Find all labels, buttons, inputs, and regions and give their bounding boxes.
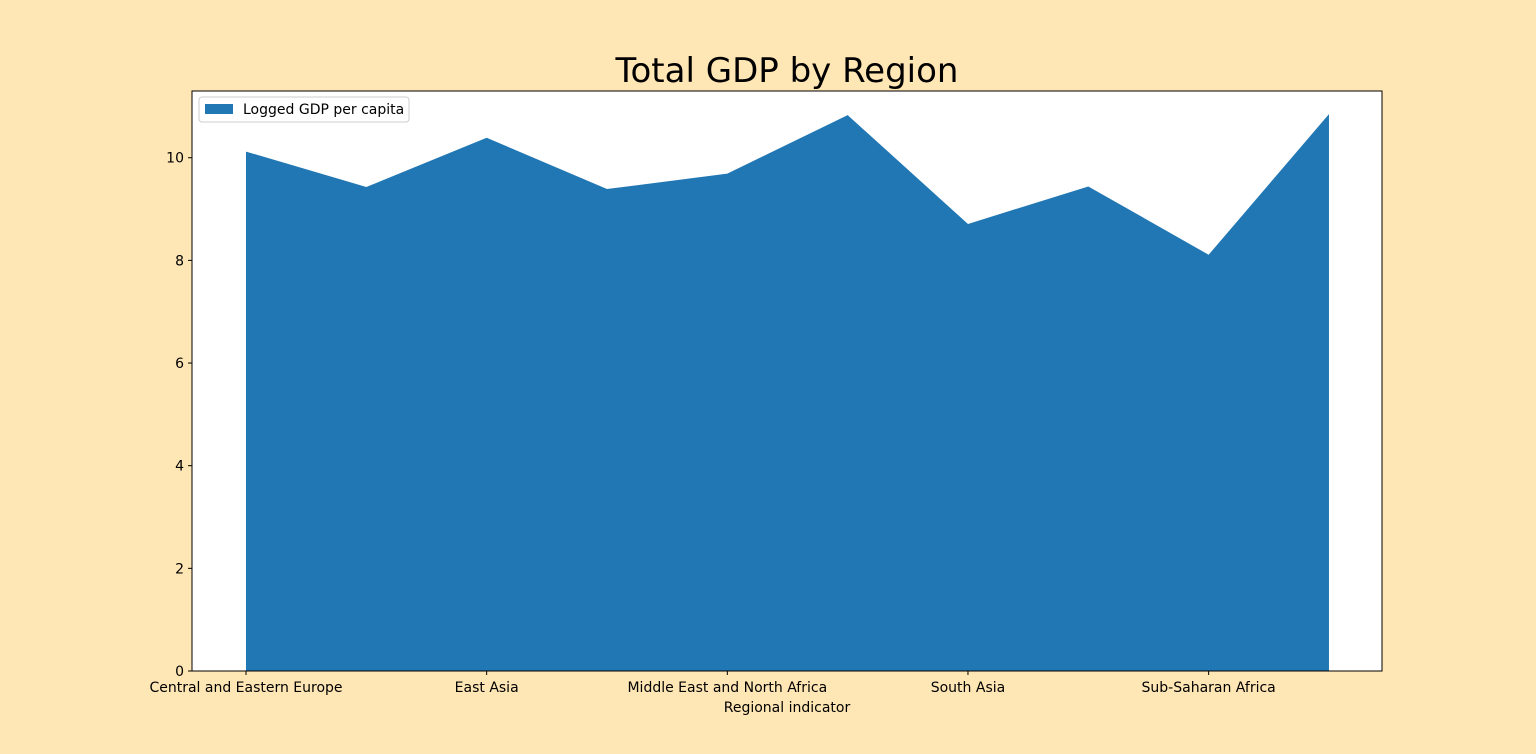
x-tick-label: Central and Eastern Europe bbox=[149, 680, 342, 696]
y-tick-label: 4 bbox=[175, 459, 184, 475]
legend: Logged GDP per capita bbox=[198, 96, 410, 123]
y-tick-label: 10 bbox=[166, 151, 184, 167]
area-series-logged-gdp bbox=[246, 114, 1329, 672]
x-axis-label: Regional indicator bbox=[724, 700, 851, 716]
y-tick-label: 2 bbox=[175, 561, 184, 577]
y-tick-label: 0 bbox=[175, 664, 184, 680]
x-tick-label: Sub-Saharan Africa bbox=[1142, 680, 1276, 696]
y-tick-label: 6 bbox=[175, 356, 184, 372]
legend-label: Logged GDP per capita bbox=[243, 102, 404, 118]
area-series-layer bbox=[246, 114, 1329, 672]
x-axis: Central and Eastern Europe East Asia Middl… bbox=[149, 671, 1276, 696]
y-axis: 0 2 4 6 8 10 bbox=[166, 151, 192, 680]
x-tick-label: East Asia bbox=[455, 680, 519, 696]
legend-swatch bbox=[205, 104, 233, 114]
legend-box bbox=[198, 96, 410, 123]
y-tick-label: 8 bbox=[175, 253, 184, 269]
x-tick-label: Middle East and North Africa bbox=[627, 680, 827, 696]
x-tick-label: South Asia bbox=[931, 680, 1005, 696]
plot-frame bbox=[191, 90, 1383, 672]
chart-title: Total GDP by Region bbox=[615, 51, 959, 91]
